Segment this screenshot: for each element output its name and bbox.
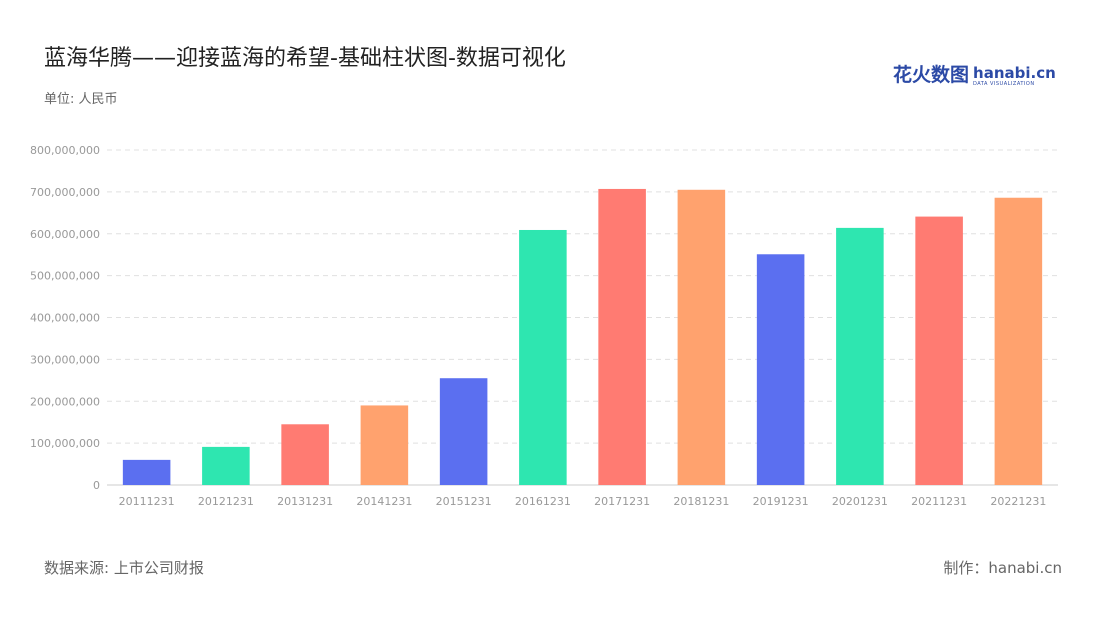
y-tick-label: 400,000,000 bbox=[30, 312, 100, 325]
bar bbox=[756, 254, 805, 485]
y-tick-label: 200,000,000 bbox=[30, 395, 100, 408]
bar bbox=[836, 227, 884, 485]
y-tick-label: 100,000,000 bbox=[30, 437, 100, 450]
x-tick-label: 20131231 bbox=[277, 495, 333, 508]
logo-text-cn: 花火数图 bbox=[893, 64, 970, 86]
data-source: 数据来源: 上市公司财报 bbox=[44, 559, 204, 577]
x-tick-label: 20161231 bbox=[515, 495, 571, 508]
bar bbox=[202, 446, 250, 485]
x-tick-label: 20121231 bbox=[198, 495, 254, 508]
unit-label: 单位: 人民币 bbox=[44, 92, 118, 107]
bar bbox=[915, 216, 963, 486]
brand-logo: 花火数图 hanabi.cn DATA VISUALIZATION bbox=[893, 60, 1056, 87]
logo-text-en: hanabi.cn bbox=[973, 64, 1056, 82]
logo-text-en-group: hanabi.cn DATA VISUALIZATION bbox=[973, 66, 1056, 87]
bar bbox=[677, 189, 726, 485]
x-tick-label: 20141231 bbox=[356, 495, 412, 508]
x-tick-label: 20221231 bbox=[990, 495, 1046, 508]
x-tick-label: 20191231 bbox=[753, 495, 809, 508]
x-tick-label: 20151231 bbox=[436, 495, 492, 508]
y-tick-label: 600,000,000 bbox=[30, 228, 100, 241]
y-tick-label: 300,000,000 bbox=[30, 353, 100, 366]
bar bbox=[598, 188, 646, 485]
bar bbox=[439, 378, 488, 485]
bar bbox=[281, 424, 329, 485]
credit-label: 制作：hanabi.cn bbox=[943, 559, 1062, 577]
bar bbox=[360, 405, 409, 485]
x-tick-label: 20211231 bbox=[911, 495, 967, 508]
bar bbox=[994, 197, 1043, 486]
bar bbox=[519, 229, 567, 485]
x-tick-label: 20111231 bbox=[119, 495, 175, 508]
y-tick-label: 0 bbox=[93, 479, 100, 492]
logo-text-sub: DATA VISUALIZATION bbox=[973, 81, 1035, 87]
page-title: 蓝海华腾——迎接蓝海的希望-基础柱状图-数据可视化 bbox=[44, 46, 566, 71]
y-tick-label: 700,000,000 bbox=[30, 186, 100, 199]
y-tick-label: 500,000,000 bbox=[30, 270, 100, 283]
x-tick-label: 20201231 bbox=[832, 495, 888, 508]
x-tick-label: 20171231 bbox=[594, 495, 650, 508]
y-tick-label: 800,000,000 bbox=[30, 144, 100, 157]
x-tick-label: 20181231 bbox=[673, 495, 729, 508]
bar bbox=[122, 459, 171, 485]
